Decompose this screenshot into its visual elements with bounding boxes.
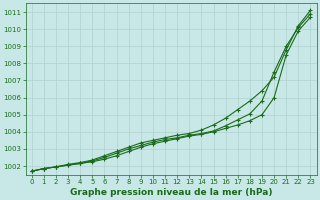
X-axis label: Graphe pression niveau de la mer (hPa): Graphe pression niveau de la mer (hPa) [70, 188, 272, 197]
